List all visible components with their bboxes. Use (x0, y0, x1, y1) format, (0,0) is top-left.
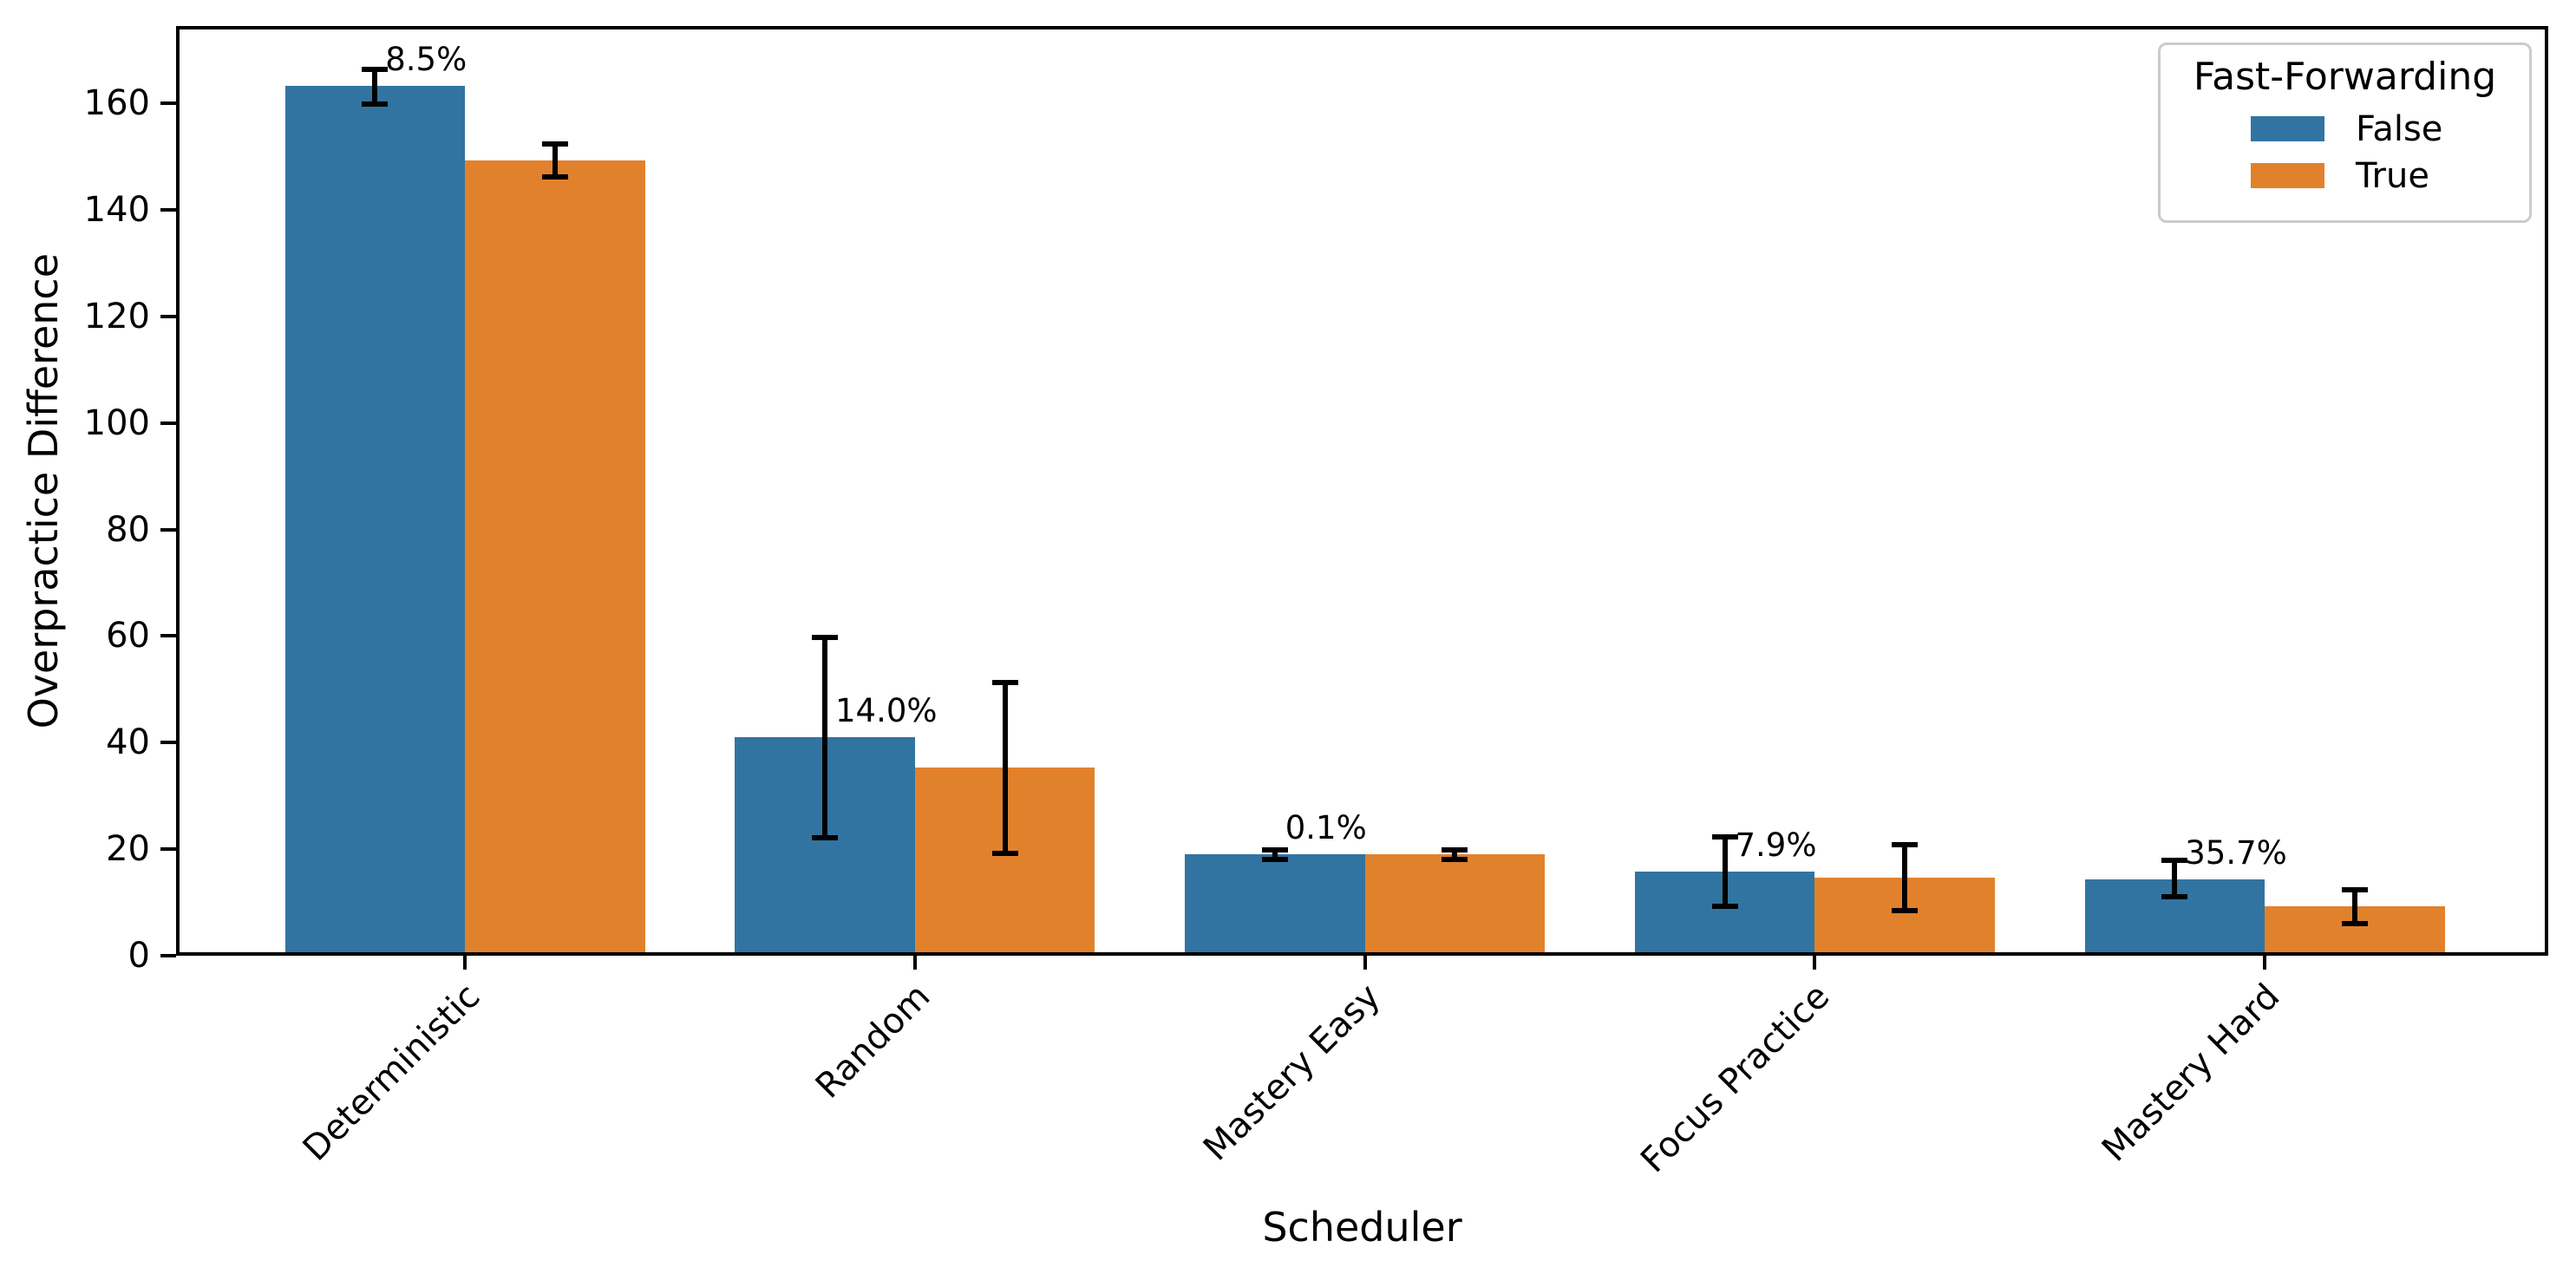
error-cap-top-focus-practice-true (1892, 842, 1918, 848)
error-bar-deterministic-true (552, 144, 558, 177)
x-tick-label-random: Random (807, 976, 938, 1107)
x-tick-label-mastery-easy: Mastery Easy (1195, 976, 1388, 1169)
error-cap-top-focus-practice-false (1711, 834, 1738, 840)
y-tick-label: 120 (83, 296, 150, 336)
legend: Fast-Forwarding False True (2158, 42, 2532, 223)
y-tick-label: 40 (106, 722, 150, 763)
error-bar-focus-practice-true (1902, 845, 1907, 911)
error-cap-top-random-false (812, 635, 838, 641)
x-axis-label: Scheduler (1262, 1204, 1462, 1251)
error-cap-top-mastery-easy-true (1442, 846, 1468, 853)
bar-mastery-easy-false (1185, 854, 1365, 956)
x-tick-mark (912, 956, 917, 970)
x-tick-label-focus-practice: Focus Practice (1633, 976, 1838, 1181)
error-bar-random-false (822, 637, 827, 839)
legend-label-true: True (2356, 155, 2429, 196)
error-bar-mastery-easy-false (1272, 849, 1278, 860)
error-bar-deterministic-false (372, 69, 378, 104)
error-cap-bottom-focus-practice-true (1892, 907, 1918, 913)
error-bar-mastery-hard-true (2351, 890, 2357, 924)
y-tick-label: 80 (106, 509, 150, 550)
y-tick-mark (160, 954, 176, 957)
error-cap-bottom-deterministic-true (541, 173, 568, 180)
legend-label-false: False (2356, 108, 2443, 149)
y-tick-label: 0 (127, 936, 150, 976)
error-cap-bottom-mastery-easy-true (1442, 856, 1468, 862)
error-cap-top-deterministic-false (362, 67, 389, 73)
bar-deterministic-false (284, 86, 465, 956)
annotation-deterministic: 8.5% (385, 41, 467, 79)
error-cap-bottom-deterministic-false (362, 101, 389, 107)
bar-deterministic-true (465, 160, 645, 956)
x-tick-mark (463, 956, 467, 970)
y-tick-mark (160, 847, 176, 852)
error-bar-random-true (1002, 683, 1008, 854)
x-tick-mark (2263, 956, 2266, 970)
legend-swatch-true (2251, 163, 2324, 189)
error-cap-top-mastery-easy-false (1261, 846, 1288, 853)
annotation-mastery-hard: 35.7% (2185, 834, 2287, 872)
y-tick-mark (160, 207, 176, 212)
error-cap-top-random-true (991, 680, 1018, 686)
annotation-focus-practice: 7.9% (1735, 826, 1817, 864)
error-cap-bottom-focus-practice-false (1711, 903, 1738, 909)
error-cap-top-deterministic-true (541, 141, 568, 147)
legend-item-false: False (2161, 112, 2529, 147)
y-tick-label: 20 (106, 829, 150, 870)
x-tick-mark (1813, 956, 1817, 970)
y-tick-mark (160, 634, 176, 638)
error-cap-bottom-mastery-hard-false (2161, 894, 2188, 900)
x-tick-mark (1363, 956, 1367, 970)
y-tick-mark (160, 101, 176, 106)
error-cap-bottom-random-true (991, 851, 1018, 857)
y-tick-label: 60 (106, 616, 150, 657)
legend-item-true: True (2161, 159, 2529, 193)
bar-mastery-easy-true (1364, 854, 1545, 956)
y-axis-label-wrap: Overpractice Difference (12, 26, 75, 956)
legend-title: Fast-Forwarding (2193, 55, 2497, 99)
y-tick-label: 100 (83, 402, 150, 443)
annotation-random: 14.0% (835, 692, 938, 730)
y-tick-label: 140 (83, 189, 150, 230)
error-bar-mastery-hard-false (2172, 860, 2178, 898)
x-tick-label-deterministic: Deterministic (295, 976, 488, 1169)
error-cap-bottom-mastery-easy-false (1261, 857, 1288, 863)
y-tick-mark (160, 527, 176, 532)
y-tick-label: 160 (83, 83, 150, 124)
legend-swatch-false (2251, 116, 2324, 142)
x-tick-label-mastery-hard: Mastery Hard (2094, 976, 2288, 1170)
y-tick-mark (160, 741, 176, 745)
annotation-mastery-easy: 0.1% (1285, 809, 1367, 847)
error-cap-bottom-mastery-hard-true (2341, 920, 2368, 926)
error-bar-mastery-easy-true (1452, 849, 1458, 859)
error-cap-top-mastery-hard-false (2161, 858, 2188, 864)
error-bar-focus-practice-false (1722, 837, 1728, 906)
error-cap-top-mastery-hard-true (2341, 887, 2368, 893)
y-tick-mark (160, 421, 176, 425)
y-tick-mark (160, 314, 176, 318)
error-cap-bottom-random-false (812, 835, 838, 841)
